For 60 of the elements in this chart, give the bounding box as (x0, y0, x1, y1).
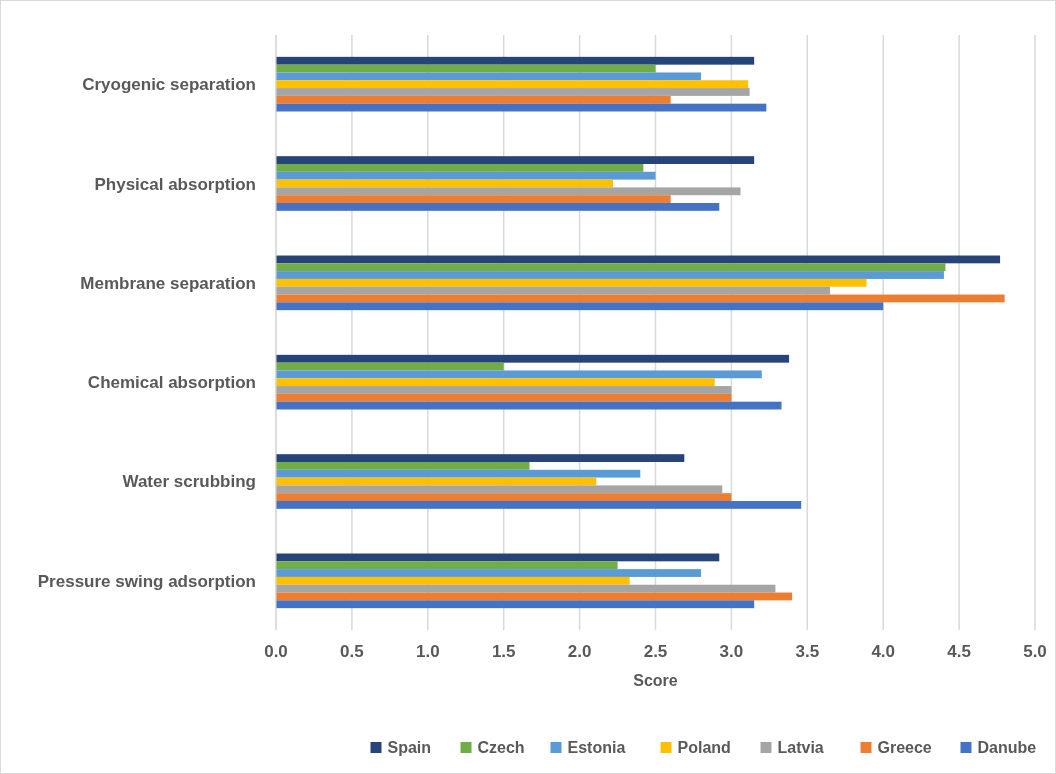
legend-label: Poland (677, 739, 731, 756)
bar (276, 302, 884, 311)
bar (276, 80, 749, 89)
bar (276, 195, 671, 204)
x-tick-label: 4.0 (871, 642, 896, 661)
legend-label: Spain (387, 739, 432, 756)
bar (276, 171, 656, 180)
y-tick-label: Physical absorption (94, 174, 256, 194)
x-tick-label: 0.0 (264, 642, 288, 661)
x-tick-label: 2.0 (567, 642, 592, 661)
y-tick-label: Chemical absorption (87, 373, 256, 393)
y-tick-label: Membrane separation (80, 273, 256, 293)
bar (276, 64, 656, 73)
x-tick-label: 1.0 (415, 642, 440, 661)
bar (276, 95, 671, 104)
x-tick-label: 4.5 (947, 642, 971, 661)
y-tick-label: Pressure swing adsorption (37, 571, 256, 591)
bar (276, 255, 1001, 264)
bar (276, 393, 732, 402)
bar (276, 278, 867, 287)
legend-label: Czech (477, 739, 525, 756)
x-tick-label: 1.5 (491, 642, 516, 661)
bar (276, 600, 755, 609)
bar (276, 203, 720, 211)
legend-label: Estonia (567, 739, 626, 756)
bar (276, 561, 618, 570)
bar (276, 354, 790, 363)
bar (276, 386, 732, 394)
bar (276, 461, 530, 470)
x-tick-label: 3.5 (795, 642, 820, 661)
bar (276, 584, 776, 593)
bar (276, 576, 630, 585)
x-axis-title: Score (633, 672, 678, 689)
y-tick-label: Water scrubbing (122, 472, 256, 492)
bar (276, 370, 762, 379)
bar (276, 286, 831, 295)
x-tick-label: 5.0 (1023, 642, 1047, 661)
legend-label: Greece (877, 739, 932, 756)
bar (276, 187, 741, 196)
bar (276, 72, 702, 81)
bar (276, 294, 1005, 303)
bar (276, 485, 723, 494)
legend-label: Latvia (777, 739, 824, 756)
bar (276, 163, 644, 172)
bar (276, 454, 685, 462)
x-tick-label: 3.0 (719, 642, 744, 661)
bar (276, 263, 946, 272)
legend-label: Danube (977, 739, 1037, 756)
bar (276, 378, 715, 387)
bar (276, 493, 732, 502)
x-tick-label: 2.5 (643, 642, 668, 661)
bar (276, 501, 802, 509)
x-tick-label: 0.5 (340, 642, 364, 661)
bar (276, 271, 944, 279)
bar (276, 469, 641, 478)
y-tick-label: Cryogenic separation (82, 75, 256, 95)
bar (276, 156, 755, 164)
bar (276, 569, 702, 577)
bar (276, 88, 750, 96)
bar (276, 56, 755, 65)
